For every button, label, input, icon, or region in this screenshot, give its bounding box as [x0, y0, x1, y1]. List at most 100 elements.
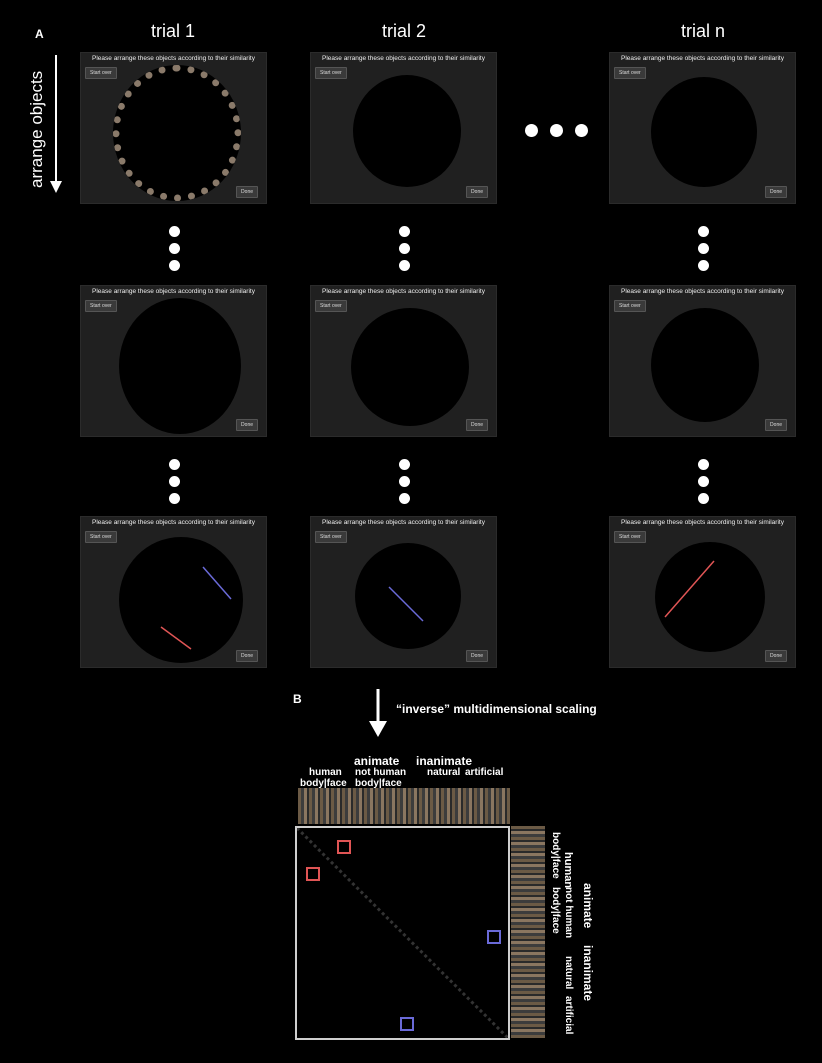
- instruction-text: Please arrange these objects according t…: [621, 519, 784, 526]
- start-over-button[interactable]: Start over: [85, 531, 117, 543]
- done-button[interactable]: Done: [765, 419, 787, 431]
- ellipsis-dot: [575, 124, 588, 137]
- start-over-button[interactable]: Start over: [614, 300, 646, 312]
- arrangement-window-trial1-start: Please arrange these objects according t…: [80, 52, 267, 204]
- matrix-diagonal: [297, 828, 508, 1038]
- ellipsis-dot: [169, 260, 180, 271]
- arena-circle[interactable]: [355, 543, 461, 649]
- ellipsis-dot: [169, 476, 180, 487]
- mds-label: “inverse” multidimensional scaling: [396, 702, 597, 716]
- arena-circle[interactable]: [351, 308, 469, 426]
- row-header-natural: natural: [563, 956, 574, 990]
- done-button[interactable]: Done: [765, 186, 787, 198]
- row-header-human: human: [562, 852, 574, 889]
- instruction-text: Please arrange these objects according t…: [92, 55, 255, 62]
- panel-label-a: A: [35, 27, 44, 41]
- instruction-text: Please arrange these objects according t…: [322, 55, 485, 62]
- start-over-button[interactable]: Start over: [614, 67, 646, 79]
- ellipsis-dot: [698, 226, 709, 237]
- trial-title-n: trial n: [680, 21, 725, 41]
- ellipsis-dot: [399, 476, 410, 487]
- header-natural: natural: [427, 767, 461, 778]
- arena-circle[interactable]: [651, 77, 757, 187]
- ellipsis-dot: [169, 243, 180, 254]
- highlight-square-red: [337, 840, 351, 854]
- ellipsis-dot: [550, 124, 563, 137]
- highlight-square-blue: [400, 1017, 414, 1031]
- arena-circle[interactable]: [353, 75, 461, 187]
- instruction-text: Please arrange these objects according t…: [322, 288, 485, 295]
- arena-circle[interactable]: [655, 542, 765, 652]
- arrangement-window-trial2-final: Please arrange these objects according t…: [310, 516, 497, 668]
- highlight-square-blue: [487, 930, 501, 944]
- start-over-button[interactable]: Start over: [85, 67, 117, 79]
- arrangement-window-trial2-start: Please arrange these objects according t…: [310, 52, 497, 204]
- arrangement-window-trialn-start: Please arrange these objects according t…: [609, 52, 796, 204]
- instruction-text: Please arrange these objects according t…: [322, 519, 485, 526]
- row-header-human-body-face: body|face: [550, 832, 561, 879]
- ellipsis-dot: [525, 124, 538, 137]
- row-header-not-human: not human: [563, 887, 574, 939]
- header-human-body-face: body|face: [300, 778, 347, 789]
- arena-circle[interactable]: [119, 298, 241, 434]
- distance-line-blue: [388, 586, 424, 622]
- ellipsis-dot: [399, 260, 410, 271]
- start-over-button[interactable]: Start over: [85, 300, 117, 312]
- distance-line-blue: [202, 566, 232, 600]
- down-arrow-icon: [369, 689, 387, 737]
- ellipsis-dot: [169, 226, 180, 237]
- trial-title-2: trial 2: [381, 21, 426, 41]
- distance-line-red: [160, 626, 192, 650]
- ellipsis-dot: [698, 476, 709, 487]
- trial-title-1: trial 1: [150, 21, 195, 41]
- row-header-inanimate: inanimate: [581, 945, 595, 1002]
- row-header-artificial: artificial: [563, 996, 574, 1035]
- ellipsis-dot: [399, 459, 410, 470]
- done-button[interactable]: Done: [236, 650, 258, 662]
- start-over-button[interactable]: Start over: [315, 67, 347, 79]
- row-header-animate: animate: [581, 883, 595, 929]
- done-button[interactable]: Done: [236, 419, 258, 431]
- arrangement-window-trial1-final: Please arrange these objects according t…: [80, 516, 267, 668]
- arrangement-window-trialn-mid: Please arrange these objects according t…: [609, 285, 796, 437]
- dissimilarity-matrix: [295, 826, 510, 1040]
- arena-circle[interactable]: [113, 65, 241, 201]
- header-inanimate: inanimate: [416, 754, 473, 768]
- ellipsis-dot: [698, 493, 709, 504]
- stimulus-strip-top: [298, 788, 510, 824]
- start-over-button[interactable]: Start over: [614, 531, 646, 543]
- start-over-button[interactable]: Start over: [315, 531, 347, 543]
- row-header-nonhuman-body-face: body|face: [550, 887, 561, 934]
- ellipsis-dot: [169, 493, 180, 504]
- arrangement-window-trial2-mid: Please arrange these objects according t…: [310, 285, 497, 437]
- instruction-text: Please arrange these objects according t…: [621, 288, 784, 295]
- header-animate: animate: [354, 754, 400, 768]
- arrangement-window-trial1-mid: Please arrange these objects according t…: [80, 285, 267, 437]
- ellipsis-dot: [698, 260, 709, 271]
- done-button[interactable]: Done: [765, 650, 787, 662]
- ellipsis-dot: [169, 459, 180, 470]
- header-artificial: artificial: [465, 767, 504, 778]
- arrangement-window-trialn-final: Please arrange these objects according t…: [609, 516, 796, 668]
- instruction-text: Please arrange these objects according t…: [92, 519, 255, 526]
- header-nonhuman-body-face: body|face: [355, 778, 402, 789]
- ellipsis-dot: [399, 226, 410, 237]
- ellipsis-dot: [698, 459, 709, 470]
- done-button[interactable]: Done: [236, 186, 258, 198]
- done-button[interactable]: Done: [466, 650, 488, 662]
- highlight-square-red: [306, 867, 320, 881]
- distance-line-red: [664, 560, 715, 618]
- down-arrow-icon: [50, 55, 62, 193]
- ellipsis-dot: [399, 243, 410, 254]
- instruction-text: Please arrange these objects according t…: [92, 288, 255, 295]
- header-not-human: not human: [355, 767, 407, 778]
- arena-circle[interactable]: [651, 308, 759, 422]
- ellipsis-dot: [698, 243, 709, 254]
- panel-label-b: B: [293, 692, 302, 706]
- start-over-button[interactable]: Start over: [315, 300, 347, 312]
- stimulus-strip-right: [511, 826, 545, 1038]
- done-button[interactable]: Done: [466, 186, 488, 198]
- instruction-text: Please arrange these objects according t…: [621, 55, 784, 62]
- header-human: human: [309, 767, 342, 778]
- done-button[interactable]: Done: [466, 419, 488, 431]
